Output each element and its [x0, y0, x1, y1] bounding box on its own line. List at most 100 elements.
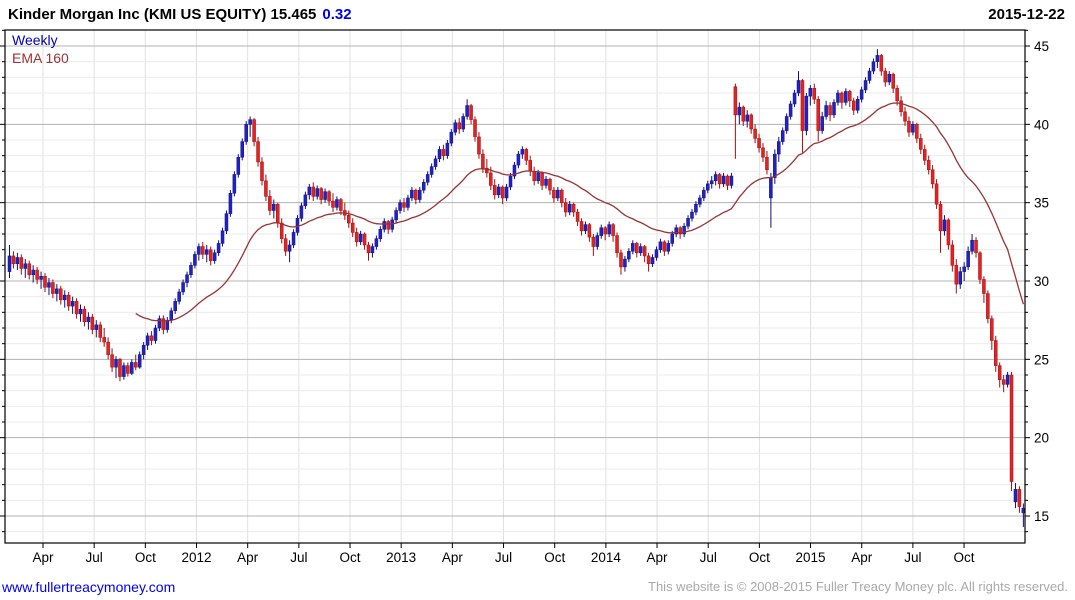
- candle: [62, 290, 67, 308]
- candle: [414, 188, 418, 205]
- candle: [504, 183, 509, 202]
- candle: [627, 248, 631, 263]
- candle: [78, 304, 83, 322]
- candle: [812, 83, 817, 104]
- candle: [871, 58, 876, 75]
- candle: [118, 357, 122, 382]
- candle: [106, 337, 110, 360]
- candle: [11, 251, 16, 269]
- candle: [863, 77, 868, 93]
- candle: [607, 221, 611, 238]
- candle: [997, 362, 1002, 388]
- candle: [978, 251, 982, 285]
- candle: [851, 97, 856, 115]
- candle: [418, 187, 422, 203]
- candle: [469, 103, 473, 125]
- candle: [946, 218, 951, 250]
- candle: [922, 144, 927, 166]
- website-link[interactable]: www.fullertreacymoney.com: [2, 579, 176, 595]
- candle: [725, 174, 730, 191]
- candle: [986, 290, 990, 324]
- candle: [875, 49, 880, 68]
- candle: [840, 91, 844, 109]
- y-tick-label: 40: [1034, 117, 1049, 132]
- candle: [307, 183, 312, 200]
- candle: [938, 201, 943, 253]
- x-tick-label: Jul: [495, 550, 512, 565]
- candle: [903, 107, 907, 126]
- candle: [769, 172, 773, 228]
- candle: [240, 138, 245, 161]
- instrument-title: Kinder Morgan Inc (KMI US EQUITY) 15.465: [8, 6, 317, 23]
- candle: [485, 158, 489, 178]
- candle: [552, 187, 556, 203]
- x-tick-label: 2015: [796, 550, 826, 565]
- candle: [496, 183, 501, 198]
- candle: [216, 240, 221, 256]
- candle: [429, 163, 434, 178]
- candle: [575, 208, 580, 227]
- candle: [86, 312, 91, 330]
- candle: [122, 362, 126, 380]
- candle: [477, 132, 481, 159]
- candles-layer: [7, 49, 1026, 527]
- x-tick-label: Apr: [647, 550, 669, 565]
- candle: [256, 136, 260, 167]
- candle: [59, 285, 63, 305]
- candle: [638, 243, 643, 256]
- candle: [662, 240, 667, 256]
- candle: [765, 150, 769, 175]
- candle: [749, 113, 753, 134]
- candle: [528, 155, 532, 177]
- candle: [694, 201, 698, 216]
- candle: [828, 102, 832, 122]
- candle: [374, 235, 379, 250]
- candle: [433, 155, 438, 170]
- y-tick-label: 30: [1034, 274, 1049, 289]
- candle: [208, 246, 213, 266]
- candle: [548, 177, 552, 195]
- candle: [990, 315, 994, 350]
- candle: [970, 234, 974, 255]
- candle: [212, 249, 217, 264]
- candle: [682, 223, 686, 238]
- candle: [279, 218, 284, 244]
- candle: [315, 185, 319, 200]
- candle: [966, 246, 970, 271]
- candle: [350, 218, 355, 238]
- candle: [595, 232, 600, 250]
- candle: [425, 171, 430, 186]
- copyright-text: This website is © 2008-2015 Fuller Treac…: [648, 579, 1068, 594]
- candle: [47, 277, 51, 296]
- candle: [698, 194, 702, 208]
- candle: [165, 317, 170, 333]
- candle: [571, 202, 576, 217]
- candle: [556, 187, 560, 202]
- candle: [331, 193, 335, 213]
- candle: [201, 241, 205, 260]
- y-tick-label: 20: [1034, 431, 1049, 446]
- candle: [753, 124, 757, 144]
- candle: [287, 240, 292, 263]
- candle: [82, 306, 87, 327]
- candle: [402, 197, 406, 213]
- candle: [149, 331, 154, 346]
- candle: [824, 100, 828, 120]
- candle: [855, 96, 860, 114]
- candle: [445, 140, 450, 159]
- candle: [804, 93, 809, 136]
- candle: [323, 188, 327, 203]
- candle: [35, 266, 39, 285]
- candle: [666, 240, 671, 255]
- candle: [114, 356, 118, 379]
- candle: [98, 321, 102, 343]
- candle: [335, 196, 339, 211]
- candle: [19, 254, 24, 275]
- y-tick-label: 25: [1034, 352, 1049, 367]
- candle: [437, 146, 442, 162]
- candle: [800, 78, 805, 153]
- candle: [670, 230, 675, 247]
- candle: [587, 223, 592, 242]
- candle: [205, 244, 209, 263]
